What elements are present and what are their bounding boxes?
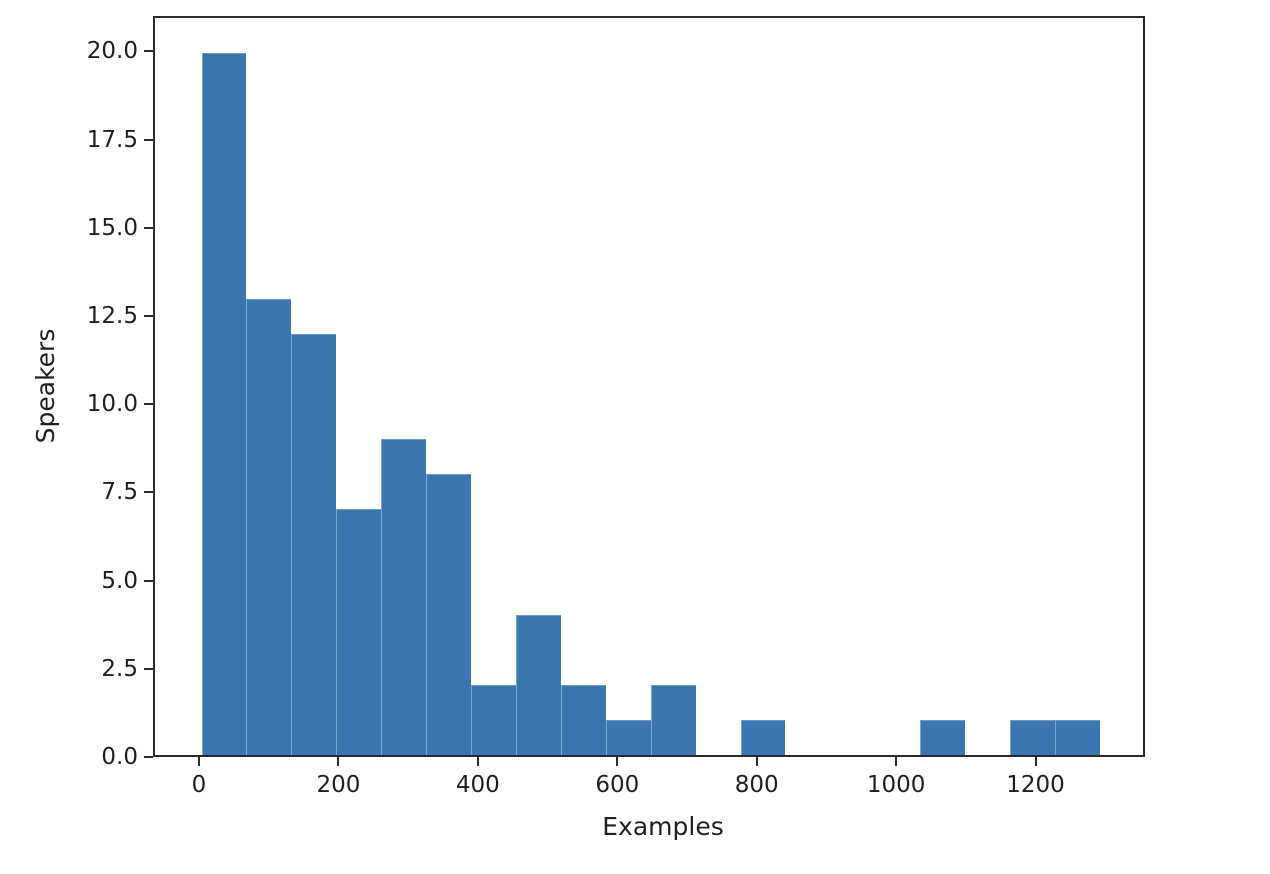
y-axis-tick <box>144 491 153 494</box>
y-axis-tick <box>144 138 153 141</box>
x-axis-tick <box>476 757 479 766</box>
x-axis-tick <box>1034 757 1037 766</box>
x-axis-tick <box>337 757 340 766</box>
x-axis-tick-label: 1200 <box>1006 772 1065 798</box>
histogram-bar <box>246 298 292 755</box>
y-axis-tick-label: 10.0 <box>86 391 138 418</box>
histogram-bar <box>560 684 606 755</box>
histogram-bar <box>1055 719 1100 755</box>
histogram-bar <box>740 719 786 755</box>
y-axis-tick <box>144 756 153 758</box>
y-axis-tick-label: 5.0 <box>101 567 138 594</box>
x-axis-tick-label: 400 <box>455 772 500 798</box>
y-axis-tick <box>144 579 153 582</box>
x-axis-tick <box>198 757 200 766</box>
x-axis-tick <box>755 757 758 766</box>
histogram-bar <box>426 474 472 755</box>
y-axis-tick <box>144 403 153 406</box>
histogram-bar <box>201 53 247 755</box>
histogram-bar <box>1010 719 1056 755</box>
y-axis-tick-label: 20.0 <box>86 38 138 65</box>
x-axis-tick-label: 600 <box>595 772 640 798</box>
histogram-bar <box>650 684 696 755</box>
x-axis-tick-label: 0 <box>191 772 207 798</box>
y-axis-tick <box>144 314 153 317</box>
y-axis-tick-label: 0.0 <box>101 744 138 770</box>
y-axis-tick-label: 17.5 <box>86 126 138 153</box>
x-axis-tick-label: 1000 <box>866 772 926 798</box>
x-axis-tick-label: 800 <box>734 772 779 798</box>
histogram-bar <box>291 333 337 755</box>
x-axis-label: Examples <box>602 812 724 841</box>
x-axis-tick <box>895 757 898 766</box>
y-axis-label: Speakers <box>31 328 60 444</box>
y-axis-tick-label: 12.5 <box>86 302 138 329</box>
histogram-bar <box>515 614 561 755</box>
y-axis-tick <box>144 226 153 229</box>
x-axis-tick-label: 200 <box>316 772 361 798</box>
y-axis-tick <box>144 667 153 670</box>
y-axis-tick-label: 15.0 <box>86 214 138 241</box>
plot-area <box>153 16 1145 757</box>
histogram-bar <box>920 719 966 755</box>
y-axis-tick-label: 7.5 <box>101 479 138 506</box>
y-axis-tick-label: 2.5 <box>101 655 138 682</box>
histogram-bar <box>336 509 382 755</box>
histogram-bar <box>381 439 427 755</box>
y-axis-tick <box>144 50 153 53</box>
x-axis-tick <box>616 757 619 766</box>
histogram-bar <box>471 684 516 755</box>
histogram-bar <box>605 719 651 755</box>
